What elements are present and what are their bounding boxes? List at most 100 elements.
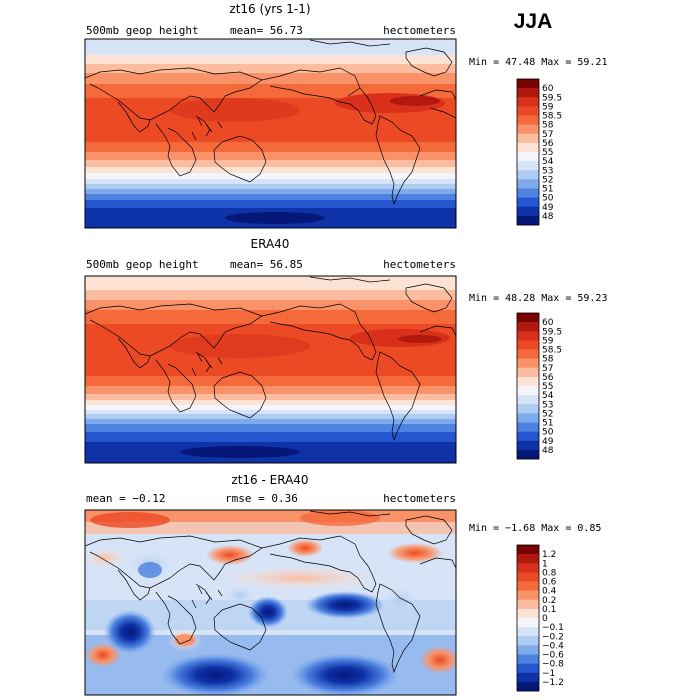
colorbar-swatch xyxy=(517,545,539,555)
colorbar-swatch xyxy=(517,395,539,405)
field-label: 500mb geop height xyxy=(86,24,199,37)
colorbar-label: 0.6 xyxy=(542,578,557,588)
colorbar-label: 55 xyxy=(542,382,553,392)
colorbar-swatch xyxy=(517,106,539,116)
colorbar-frame xyxy=(516,544,540,692)
colorbar-label: 0.8 xyxy=(542,568,557,578)
colorbar-swatch xyxy=(517,142,539,153)
coastlines xyxy=(85,510,456,674)
colorbar-label: 50 xyxy=(542,428,554,438)
colorbar-label: 56 xyxy=(542,139,554,149)
mean-label: mean= 56.73 xyxy=(230,24,303,37)
colorbar-swatch xyxy=(517,376,539,387)
colorbar-swatch xyxy=(517,431,539,442)
colorbar-label: 1.2 xyxy=(542,550,556,560)
colorbar-label: 53 xyxy=(542,166,553,176)
colorbar-swatch xyxy=(517,367,539,378)
units-label: hectometers xyxy=(383,258,456,271)
map-frame xyxy=(84,509,457,696)
colorbar-label: 52 xyxy=(542,175,553,185)
colorbar-swatch xyxy=(517,188,539,198)
colorbar-swatch xyxy=(517,636,539,646)
colorbar-label: −0.8 xyxy=(542,660,564,670)
colorbar-swatch xyxy=(517,563,539,573)
colorbar-swatch xyxy=(517,440,539,451)
colorbar-label: −1.2 xyxy=(542,678,564,688)
colorbar-swatch xyxy=(517,645,539,655)
map-field xyxy=(85,39,456,228)
colorbar-label: 59.5 xyxy=(542,93,562,103)
colorbar-label: 52 xyxy=(542,409,553,419)
panel-model: zt16 (yrs 1-1) 500mb geop height mean= 5… xyxy=(84,2,457,229)
colorbar-label: 57 xyxy=(542,130,553,140)
colorbar-label: 50 xyxy=(542,194,554,204)
colorbar-swatch xyxy=(517,618,539,628)
colorbar-swatch xyxy=(517,161,539,171)
colorbar-label: 51 xyxy=(542,185,553,195)
map-field xyxy=(85,510,456,695)
colorbar-swatch xyxy=(517,215,539,226)
panel-diff: zt16 - ERA40 mean = −0.12 rmse = 0.36 he… xyxy=(84,473,457,696)
colorbar-label: 49 xyxy=(542,437,554,447)
colorbar-label: 60 xyxy=(542,318,554,328)
panel-obs: ERA40 500mb geop height mean= 56.85 hect… xyxy=(84,237,457,464)
colorbar-diff: 1.210.80.60.40.20.10−0.1−0.2−0.4−0.6−0.8… xyxy=(516,544,564,692)
minmax-label-diff: Min = −1.68 Max = 0.85 xyxy=(469,523,601,534)
colorbar-swatch xyxy=(517,88,539,98)
colorbar-label: 56 xyxy=(542,373,554,383)
units-label: hectometers xyxy=(383,492,456,505)
units-label: hectometers xyxy=(383,24,456,37)
colorbar-label: 1 xyxy=(542,559,548,569)
colorbar-swatch xyxy=(517,152,539,162)
colorbar-label: 58.5 xyxy=(542,112,562,122)
colorbar-label: 48 xyxy=(542,212,554,222)
map-field xyxy=(85,276,456,463)
colorbar-label: 0.2 xyxy=(542,596,556,606)
colorbar-swatch xyxy=(517,590,539,601)
colorbar-swatch xyxy=(517,358,539,369)
colorbar-swatch xyxy=(517,654,539,664)
colorbar-label: 60 xyxy=(542,84,554,94)
colorbar-label: −0.2 xyxy=(542,632,564,642)
colorbar-label: 53 xyxy=(542,400,553,410)
colorbar-swatch xyxy=(517,663,539,674)
colorbar-label: 49 xyxy=(542,203,554,213)
colorbar-label: −1 xyxy=(542,669,555,679)
colorbar-label: 0.4 xyxy=(542,587,557,597)
colorbar-frame xyxy=(516,78,540,226)
coastlines xyxy=(85,39,456,206)
colorbar-label: 58 xyxy=(542,355,554,365)
colorbar-swatch xyxy=(517,672,539,683)
colorbar-swatch xyxy=(517,349,539,359)
colorbar-swatch xyxy=(517,599,539,610)
colorbar-label: 58.5 xyxy=(542,346,562,356)
colorbar-label: 54 xyxy=(542,157,554,167)
season-label: JJA xyxy=(514,10,553,33)
colorbar-swatch xyxy=(517,404,539,414)
colorbar-swatch xyxy=(517,681,539,692)
colorbar-swatch xyxy=(517,197,539,208)
colorbar-label: −0.1 xyxy=(542,623,564,633)
colorbar-label: 54 xyxy=(542,391,554,401)
colorbar-swatch xyxy=(517,206,539,217)
colorbar-swatch xyxy=(517,422,539,432)
colorbar-label: 59.5 xyxy=(542,327,562,337)
colorbar-label: 57 xyxy=(542,364,553,374)
rmse-label: rmse = 0.36 xyxy=(225,492,298,505)
colorbar-swatch xyxy=(517,581,539,591)
mean-label: mean= 56.85 xyxy=(230,258,303,271)
colorbar-swatch xyxy=(517,627,539,637)
colorbar-swatch xyxy=(517,572,539,582)
colorbar-label: −0.6 xyxy=(542,651,564,661)
panel-title: ERA40 xyxy=(251,237,290,251)
colorbar-swatch xyxy=(517,322,539,332)
colorbar-swatch xyxy=(517,79,539,89)
colorbar-label: 0 xyxy=(542,614,548,624)
colorbar-swatch xyxy=(517,97,539,107)
panel-title: zt16 (yrs 1-1) xyxy=(229,2,310,16)
colorbar-label: 51 xyxy=(542,419,553,429)
colorbar-label: 59 xyxy=(542,102,554,112)
colorbar-label: 59 xyxy=(542,336,554,346)
